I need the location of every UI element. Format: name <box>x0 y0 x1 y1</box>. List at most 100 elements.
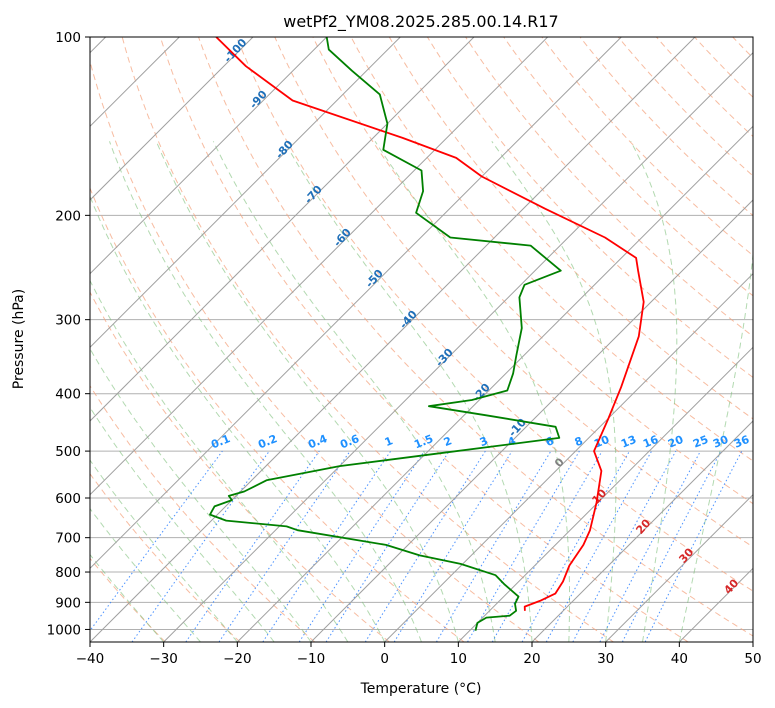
chart-annotation: 20 <box>666 433 685 451</box>
isotherm <box>752 641 753 642</box>
dry-adiabat <box>90 291 390 642</box>
y-tick-label: 700 <box>55 531 81 547</box>
dry-adiabat <box>579 37 753 217</box>
x-axis-ticks: −40 −30 −20 −10 0 10 20 30 40 50 <box>76 642 762 667</box>
x-tick-label: 50 <box>744 651 761 667</box>
dry-adiabat <box>732 37 753 59</box>
chart-annotation: 6 <box>544 434 556 449</box>
moist-adiabat <box>283 141 533 642</box>
mixing-ratio-line <box>364 450 486 642</box>
y-tick-label: 900 <box>55 595 81 611</box>
dry-adiabat <box>121 37 614 642</box>
isotherm <box>90 37 622 570</box>
chart-annotation: 16 <box>641 433 660 451</box>
x-tick-label: −30 <box>149 651 178 667</box>
mixing-ratio-line <box>545 450 653 642</box>
moist-adiabat <box>90 195 386 642</box>
chart-annotation: 36 <box>732 433 751 451</box>
chart-annotation: 2 <box>442 434 454 449</box>
isotherm <box>531 420 753 642</box>
x-tick-label: 30 <box>597 651 614 667</box>
chart-annotation: -70 <box>302 183 325 207</box>
chart-annotation: 1 <box>383 434 395 449</box>
y-tick-label: 600 <box>55 491 81 507</box>
x-tick-label: 10 <box>450 651 467 667</box>
mixing-ratio-line <box>621 450 722 642</box>
isotherm <box>605 493 753 642</box>
chart-annotation: 20 <box>633 516 653 536</box>
mixing-ratio-line <box>393 450 513 642</box>
plot-area: -100-90-80-70-60-50-40-30-20-10010203040… <box>90 24 775 642</box>
isotherm <box>90 37 254 201</box>
chart-annotation: 25 <box>691 433 710 451</box>
isotherm <box>90 37 475 422</box>
dry-adiabats <box>90 24 775 642</box>
x-tick-label: 0 <box>380 651 389 667</box>
dry-adiabat <box>758 24 775 642</box>
mixing-ratio-line <box>218 450 351 642</box>
chart-annotation: 10 <box>589 486 609 506</box>
dry-adiabat <box>236 37 753 592</box>
chart-title: wetPf2_YM08.2025.285.00.14.R17 <box>283 12 558 32</box>
mixing-ratio-line <box>262 450 392 642</box>
mixing-ratio-line <box>325 450 450 642</box>
chart-annotation: -80 <box>273 138 296 162</box>
y-tick-label: 1000 <box>47 622 81 638</box>
moist-adiabat <box>155 141 459 642</box>
moist-adiabat <box>90 279 349 642</box>
chart-annotation: 40 <box>721 576 741 596</box>
chart-annotation: -100 <box>221 36 249 65</box>
x-tick-label: −40 <box>76 651 105 667</box>
y-tick-label: 200 <box>55 208 81 224</box>
dry-adiabat <box>197 37 753 637</box>
mixing-ratio-line <box>435 450 552 642</box>
moist-adiabat <box>90 553 165 642</box>
moist-adiabats <box>90 141 753 642</box>
isotherm <box>90 37 328 275</box>
y-tick-label: 400 <box>55 387 81 403</box>
chart-annotation: -30 <box>433 346 456 370</box>
chart-annotation: 0.1 <box>209 432 232 451</box>
dry-adiabat <box>350 37 753 462</box>
chart-annotation: 0.2 <box>256 432 279 451</box>
dry-adiabat <box>693 37 753 98</box>
y-tick-label: 300 <box>55 313 81 329</box>
chart-annotation: 0 <box>552 455 567 470</box>
isotherm <box>457 346 753 642</box>
x-axis-label: Temperature (°C) <box>360 681 482 697</box>
moist-adiabat <box>212 141 496 642</box>
skewed-isotherms <box>90 37 753 642</box>
isotherm <box>90 37 696 642</box>
dry-adiabat <box>90 384 316 642</box>
adiabat-labels: -100-90-80-70-60-50-40-30-20-10010203040… <box>209 36 751 597</box>
chart-annotation: 0.6 <box>338 432 361 451</box>
mixing-ratio-line <box>298 450 425 642</box>
moist-adiabat <box>90 507 201 642</box>
moist-adiabat <box>678 249 753 642</box>
chart-annotation: -60 <box>331 226 354 250</box>
isotherm <box>310 199 753 642</box>
dry-adiabat <box>503 37 753 297</box>
mixing-ratio-line <box>185 450 320 642</box>
chart-annotation: 13 <box>619 433 638 451</box>
dry-adiabat <box>90 59 540 642</box>
moist-adiabat <box>491 141 617 642</box>
dry-adiabat <box>312 37 753 505</box>
chart-annotation: 3 <box>478 434 490 449</box>
dry-adiabat <box>617 37 753 177</box>
mixing-ratio-line <box>521 450 630 642</box>
chart-annotation: 8 <box>573 434 585 449</box>
mixing-ratio-line <box>644 450 743 642</box>
chart-annotation: 30 <box>676 545 696 565</box>
y-axis-ticks: 1000 900 800 700 600 500 400 300 200 100 <box>47 30 90 638</box>
dry-adiabat <box>159 37 689 642</box>
moist-adiabat <box>630 141 678 642</box>
chart-annotation: -90 <box>247 88 270 112</box>
isotherm <box>90 37 401 349</box>
isotherm <box>384 272 753 642</box>
dry-adiabat <box>388 37 753 420</box>
x-tick-label: −10 <box>297 651 326 667</box>
moist-adiabat <box>374 141 570 642</box>
x-tick-label: 20 <box>523 651 540 667</box>
